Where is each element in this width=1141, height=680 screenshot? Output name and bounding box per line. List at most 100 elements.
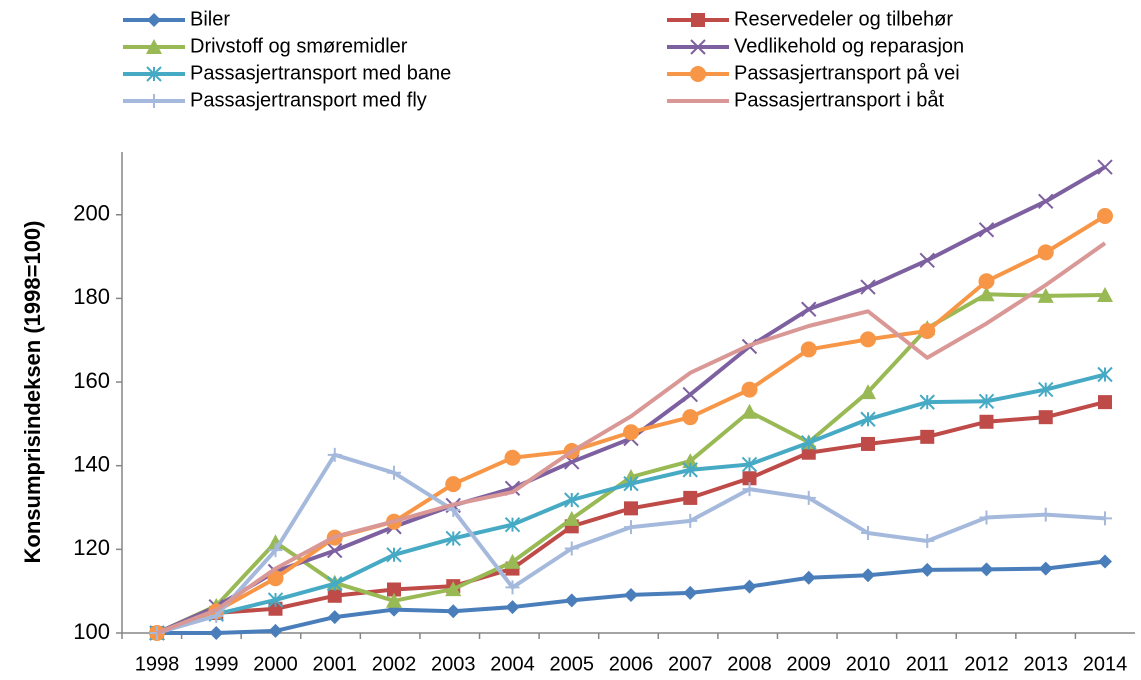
data-point [683, 513, 698, 528]
x-tick-label: 2002 [372, 653, 417, 675]
x-tick-label: 2006 [609, 653, 654, 675]
x-tick-label: 2013 [1024, 653, 1069, 675]
data-point [1038, 193, 1054, 210]
data-point [861, 436, 875, 451]
series-line [156, 292, 1106, 635]
data-point [623, 475, 639, 492]
data-point [919, 394, 935, 410]
x-tick-label: 2003 [431, 653, 476, 675]
data-point [327, 447, 342, 462]
data-point [742, 579, 757, 594]
data-point [861, 526, 875, 541]
data-point [387, 582, 401, 597]
data-point [682, 409, 699, 426]
legend-label: Passasjertransport på vei [734, 62, 960, 84]
y-tick-label: 160 [73, 368, 110, 393]
data-point [624, 587, 638, 602]
data-point [327, 610, 342, 625]
legend-marker [691, 13, 705, 27]
y-tick-label: 140 [73, 452, 110, 477]
data-point [1097, 366, 1113, 383]
data-point [860, 331, 876, 348]
data-point [920, 429, 935, 444]
data-point [327, 575, 343, 592]
data-point [505, 600, 520, 615]
data-point [504, 516, 521, 533]
data-point [446, 604, 461, 619]
data-point [920, 533, 935, 548]
data-point [445, 530, 461, 547]
data-point [860, 279, 876, 295]
data-point [682, 386, 698, 403]
x-tick-label: 2001 [313, 653, 358, 675]
x-tick-label: 2009 [787, 653, 832, 675]
data-point [504, 449, 521, 466]
data-point [1037, 287, 1054, 303]
data-point [920, 562, 935, 577]
data-point [268, 543, 283, 558]
data-point [1038, 507, 1053, 522]
legend-label: Passasjertransport i båt [734, 89, 945, 111]
data-point [742, 482, 757, 497]
data-point [742, 471, 757, 486]
data-point [978, 273, 995, 290]
data-point [979, 510, 994, 525]
data-point [979, 414, 994, 429]
data-point [741, 456, 758, 473]
data-point [505, 580, 520, 595]
data-point [564, 492, 580, 508]
data-point [1098, 511, 1112, 526]
y-tick-label: 180 [73, 284, 110, 309]
data-point [861, 568, 875, 583]
data-point [504, 553, 521, 569]
data-point [268, 601, 283, 616]
data-point [978, 222, 995, 238]
legend-label: Passasjertransport med fly [190, 89, 427, 111]
x-tick-label: 2008 [727, 653, 772, 675]
data-point [682, 453, 699, 469]
data-point [1097, 287, 1113, 303]
legend-label: Reservedeler og tilbehør [734, 8, 953, 30]
legend-marker [690, 66, 706, 82]
data-point [683, 585, 698, 600]
data-point [860, 411, 876, 427]
data-point [387, 465, 401, 480]
data-point [564, 541, 579, 556]
data-point [209, 626, 224, 640]
x-tick-label: 2007 [668, 653, 713, 675]
data-point [1038, 410, 1053, 425]
legend-label: Drivstoff og smøremidler [190, 35, 408, 57]
legend-marker [146, 66, 162, 82]
data-point [624, 501, 638, 516]
x-tick-label: 2005 [550, 653, 595, 675]
data-point [327, 588, 342, 603]
x-tick-label: 2014 [1083, 653, 1128, 675]
data-point [800, 341, 817, 358]
data-point [801, 490, 816, 505]
legend-marker [147, 13, 161, 27]
data-point [801, 301, 817, 317]
data-point [801, 570, 816, 585]
legend-marker [147, 94, 161, 108]
data-point [386, 592, 402, 608]
data-point [267, 570, 284, 587]
data-point [801, 434, 817, 451]
legend-label: Passasjertransport med bane [190, 62, 451, 84]
data-point [623, 424, 639, 441]
x-tick-label: 1999 [194, 653, 239, 675]
series-line [156, 241, 1107, 635]
data-point [1098, 395, 1112, 410]
y-axis-title: Konsumprisindeksen (1998=100) [20, 221, 45, 564]
x-tick-label: 2010 [846, 653, 891, 675]
legend-label: Biler [190, 8, 230, 30]
y-tick-label: 100 [73, 619, 110, 644]
data-point [386, 547, 402, 563]
data-point [1037, 244, 1054, 261]
data-point [741, 381, 758, 398]
data-point [1097, 159, 1113, 175]
data-point [741, 403, 758, 419]
data-point [1097, 207, 1113, 224]
data-point [445, 581, 462, 597]
legend-marker [146, 39, 162, 54]
